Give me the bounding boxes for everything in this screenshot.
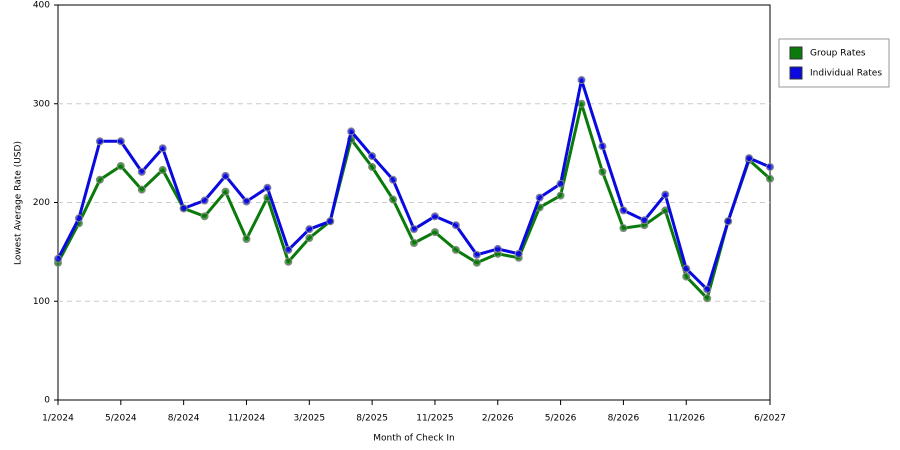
point [389,175,398,184]
x-tick-label: 11/2025 [416,414,453,424]
point [535,193,544,202]
x-axis-title: Month of Check In [373,434,455,444]
point [451,245,460,254]
point [284,245,293,254]
point [347,127,356,136]
point [95,137,104,146]
point [54,254,62,263]
y-axis-title: Lowest Average Rate (USD) [14,141,24,265]
point [472,250,481,259]
x-tick-label: 6/2027 [754,414,786,424]
series-line [56,78,771,291]
point [179,204,188,213]
legend-box [778,38,890,88]
y-tick-label: 100 [33,297,50,307]
point [221,171,230,180]
point [116,137,125,146]
point [598,142,607,151]
point [766,174,774,183]
point [514,249,523,258]
y-tick-label: 300 [33,99,50,109]
point [305,234,314,243]
legend-swatch [789,46,803,60]
point [410,238,418,247]
point [200,212,209,221]
x-tick-label: 8/2024 [168,414,200,424]
x-tick-label: 5/2026 [545,414,577,424]
point [116,161,125,170]
point [242,197,251,206]
point [389,195,398,204]
point [305,225,314,234]
x-tick-label: 11/2026 [668,414,706,424]
x-tick-label: 3/2025 [293,414,325,424]
point [368,162,377,171]
x-tick-label: 8/2026 [608,414,640,424]
point [577,76,586,85]
point [137,167,146,176]
legend-label: Group Rates [810,49,866,59]
point [703,294,712,303]
point [619,224,628,233]
point [158,144,167,153]
point [430,228,439,237]
point [158,165,167,174]
point [263,183,272,192]
point [200,196,209,205]
point [619,206,628,215]
y-tick-label: 400 [33,1,50,11]
point [472,258,481,267]
y-tick-label: 0 [44,396,50,406]
point [598,167,607,176]
point [95,175,104,184]
legend-swatch [789,66,803,80]
point [682,272,691,281]
legend-label: Individual Rates [810,69,882,79]
point [577,99,586,108]
point [368,152,377,161]
point [640,216,649,225]
point [556,179,565,188]
point [74,214,83,223]
point [493,244,502,253]
point [410,225,418,234]
point [703,285,712,294]
x-tick-label: 2/2026 [482,414,514,424]
point [661,190,670,199]
x-tick-label: 5/2024 [105,414,137,424]
point [221,187,230,196]
series-line [56,102,772,300]
point [242,235,251,244]
x-tick-label: 1/2024 [42,414,74,424]
point [430,212,439,221]
point [556,191,565,200]
point [326,217,335,226]
point [451,221,460,230]
x-tick-label: 8/2025 [356,414,388,424]
point [284,257,293,266]
point [766,162,774,171]
point [745,154,754,163]
point [137,185,146,194]
x-tick-label: 11/2024 [228,414,266,424]
point [682,264,691,273]
y-tick-label: 200 [33,198,50,208]
point [724,217,733,226]
